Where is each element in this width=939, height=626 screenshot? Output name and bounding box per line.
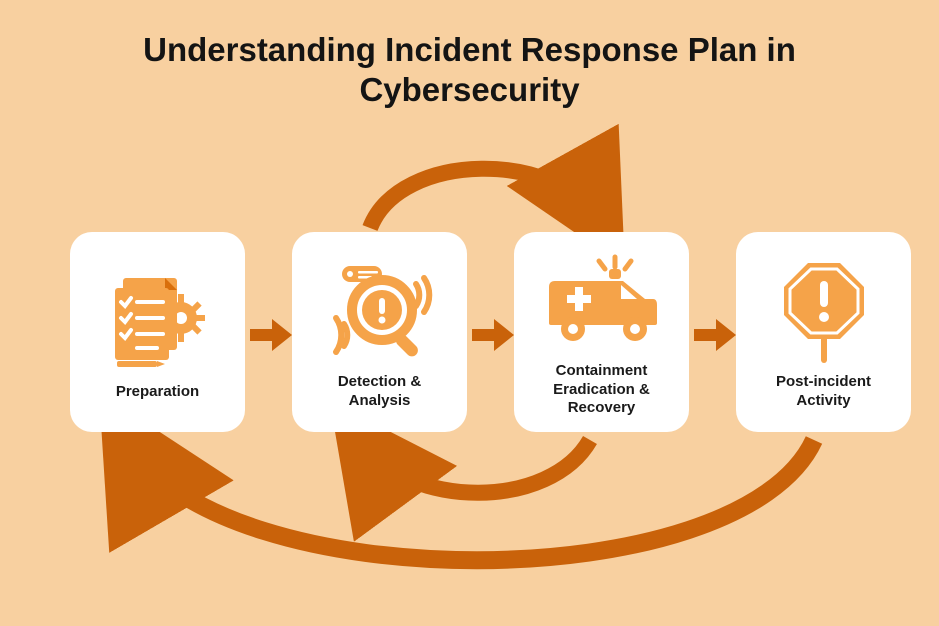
node-detection: Detection & Analysis	[292, 232, 467, 432]
node-label: Post-incident Activity	[776, 373, 871, 411]
arc-contain-to-detect	[360, 440, 590, 493]
stop-sign-icon	[746, 257, 901, 367]
ambulance-icon	[524, 250, 679, 356]
node-preparation: Preparation	[70, 232, 245, 432]
node-containment: Containment Eradication & Recovery	[514, 232, 689, 432]
arrow-2-to-3	[470, 315, 516, 355]
node-postincident: Post-incident Activity	[736, 232, 911, 432]
arrow-3-to-4	[692, 315, 738, 355]
arc-detect-to-contain	[370, 169, 600, 228]
diagram-canvas: Understanding Incident Response Plan in …	[0, 0, 939, 626]
node-label: Detection & Analysis	[338, 373, 421, 411]
clipboard-gear-icon	[80, 267, 235, 377]
node-label: Preparation	[116, 383, 199, 402]
magnifier-alert-icon	[302, 257, 457, 367]
node-label: Containment Eradication & Recovery	[553, 362, 650, 418]
arrow-1-to-2	[248, 315, 294, 355]
